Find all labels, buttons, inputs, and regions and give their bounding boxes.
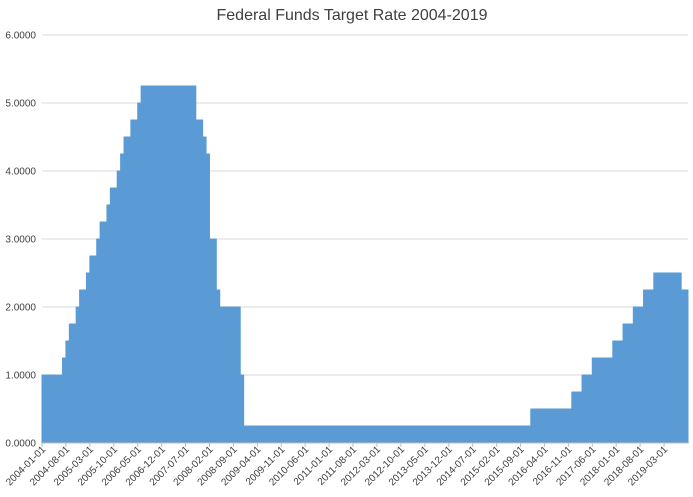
y-tick-label: 6.0000: [5, 31, 36, 42]
plot-area: [41, 85, 689, 444]
y-tick-label: 1.0000: [5, 371, 36, 382]
y-tick-label: 5.0000: [5, 99, 36, 110]
y-axis-ticks: 0.0000 1.0000 2.0000 3.0000 4.0000 5.0000 6.00…: [5, 31, 36, 450]
y-tick-label: 2.0000: [5, 303, 36, 314]
y-tick-label: 3.0000: [5, 235, 36, 246]
chart-title: Federal Funds Target Rate 2004-2019: [217, 7, 488, 24]
x-axis-ticks: 2004-01-012004-08-012005-03-012005-10-01…: [4, 443, 671, 488]
y-tick-label: 4.0000: [5, 167, 36, 178]
rate-area-series: [41, 85, 689, 444]
y-tick-label: 0.0000: [5, 439, 36, 450]
